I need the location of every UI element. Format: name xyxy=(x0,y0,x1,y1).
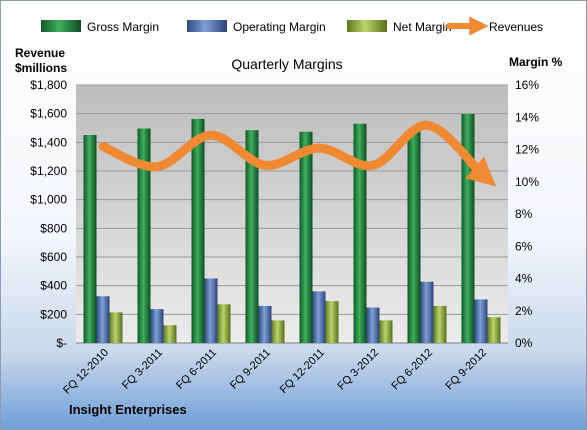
left-axis-tick-label: $600 xyxy=(40,250,67,264)
left-axis-tick-label: $- xyxy=(56,336,67,350)
legend: Gross Margin Operating Margin Net Margin Re… xyxy=(41,16,543,36)
legend-label: Net Margin xyxy=(393,20,452,34)
revenues-point xyxy=(210,134,212,136)
legend-label: Operating Margin xyxy=(233,20,326,34)
net-margin-bar xyxy=(325,301,339,343)
x-axis-labels: FQ 12-2010 FQ 3-2011 FQ 6-2011 FQ 9-2011 FQ … xyxy=(61,347,489,397)
gross-margin-bar xyxy=(83,134,97,343)
footer-company: Insight Enterprises xyxy=(69,402,187,417)
operating-margin-bar xyxy=(150,309,164,343)
left-axis-tick-label: $1,200 xyxy=(30,164,67,178)
left-axis-tick-label: $400 xyxy=(40,279,67,293)
x-axis-tick-label: FQ 6-2011 xyxy=(174,347,219,392)
operating-margin-bar xyxy=(96,296,110,343)
bars-group xyxy=(83,114,501,344)
left-axis-tick-label: $1,600 xyxy=(30,107,67,121)
operating-margin-bar xyxy=(312,291,326,343)
net-margin-bar xyxy=(163,325,177,343)
net-margin-bar xyxy=(271,320,285,343)
left-axis-tick-label: $1,000 xyxy=(30,193,67,207)
right-axis-tick-label: 12% xyxy=(515,143,539,157)
revenue-line-group xyxy=(98,120,497,187)
revenues-point xyxy=(480,172,482,174)
right-axis-tick-label: 8% xyxy=(515,207,533,221)
revenues-point xyxy=(426,124,428,126)
revenues-point xyxy=(318,147,320,149)
right-axis-tick-label: 10% xyxy=(515,175,539,189)
left-axis-tick-label: $1,400 xyxy=(30,135,67,149)
net-margin-bar xyxy=(217,304,231,343)
left-axis-title-line2: $millions xyxy=(15,61,67,75)
legend-swatch xyxy=(187,20,227,32)
left-axis-ticks: $- $200 $400 $600 $800 $1,000 $1,200 $1,400 $1,6… xyxy=(30,78,67,350)
x-axis-tick-label: FQ 12-2011 xyxy=(278,347,327,396)
operating-margin-bar xyxy=(366,307,380,343)
right-axis-tick-label: 2% xyxy=(515,304,533,318)
legend-swatch xyxy=(347,20,387,32)
legend-label: Revenues xyxy=(489,20,543,34)
operating-margin-bar xyxy=(474,299,488,343)
left-axis-tick-label: $1,800 xyxy=(30,78,67,92)
revenues-point xyxy=(102,146,104,148)
net-margin-bar xyxy=(487,317,501,343)
revenues-line xyxy=(98,120,497,187)
net-margin-bar xyxy=(433,305,447,343)
gross-margin-bar xyxy=(137,128,151,343)
revenues-point xyxy=(156,166,158,168)
legend-swatch xyxy=(41,20,81,32)
right-axis-ticks: 0% 2% 4% 6% 8% 10% 12% 14% 16% xyxy=(515,78,539,350)
operating-margin-bar xyxy=(204,278,218,343)
revenues-point xyxy=(372,164,374,166)
gross-margin-bar xyxy=(407,130,421,343)
x-axis-tick-label: FQ 3-2012 xyxy=(335,347,381,393)
chart-title: Quarterly Margins xyxy=(231,56,342,72)
x-axis-tick-label: FQ 12-2010 xyxy=(61,347,111,397)
gross-margin-bar xyxy=(299,131,313,343)
x-axis-tick-label: FQ 3-2011 xyxy=(120,347,165,392)
right-axis-tick-label: 16% xyxy=(515,78,539,92)
operating-margin-bar xyxy=(420,281,434,343)
x-axis-tick-label: FQ 9-2011 xyxy=(228,347,273,392)
right-axis-tick-label: 14% xyxy=(515,110,539,124)
gross-margin-bar xyxy=(353,123,367,343)
right-axis-tick-label: 4% xyxy=(515,272,533,286)
revenues-point xyxy=(264,164,266,166)
x-axis-tick-label: FQ 6-2012 xyxy=(389,347,435,393)
left-axis-tick-label: $200 xyxy=(40,307,67,321)
left-axis-title-line1: Revenue xyxy=(15,46,65,60)
right-axis-tick-label: 0% xyxy=(515,336,533,350)
right-axis-tick-label: 6% xyxy=(515,239,533,253)
net-margin-bar xyxy=(379,320,393,343)
left-axis-tick-label: $800 xyxy=(40,221,67,235)
operating-margin-bar xyxy=(258,305,272,343)
x-axis-tick-label: FQ 9-2012 xyxy=(443,347,489,393)
gross-margin-bar xyxy=(245,130,259,343)
right-axis-title: Margin % xyxy=(509,55,563,69)
net-margin-bar xyxy=(109,312,123,343)
gross-margin-bar xyxy=(191,118,205,343)
legend-label: Gross Margin xyxy=(87,20,159,34)
